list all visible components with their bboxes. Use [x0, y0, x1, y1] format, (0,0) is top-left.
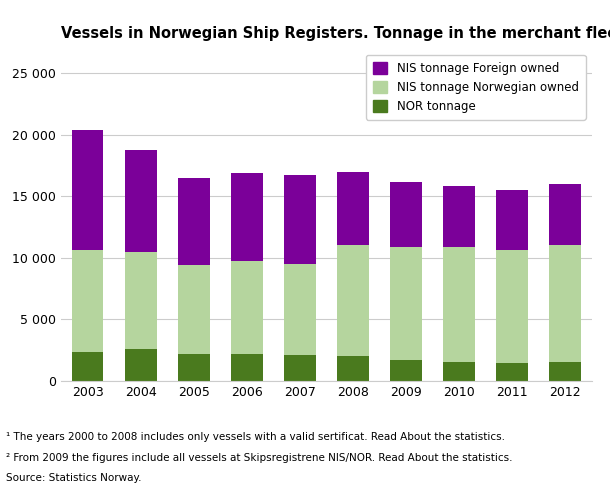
Bar — [496, 190, 528, 250]
Bar — [443, 186, 475, 246]
Legend: NIS tonnage Foreign owned, NIS tonnage Norwegian owned, NOR tonnage: NIS tonnage Foreign owned, NIS tonnage N… — [366, 55, 586, 120]
Bar — [231, 354, 263, 381]
Bar — [496, 250, 528, 364]
Bar — [496, 364, 528, 381]
Bar — [231, 173, 263, 262]
Bar — [124, 349, 157, 381]
Bar — [390, 360, 422, 381]
Bar — [390, 246, 422, 360]
Bar — [443, 362, 475, 381]
Text: Vessels in Norwegian Ship Registers. Tonnage in the merchant fleet. 2003-2012: Vessels in Norwegian Ship Registers. Ton… — [61, 26, 610, 41]
Bar — [231, 262, 263, 354]
Bar — [337, 245, 369, 356]
Bar — [124, 150, 157, 252]
Bar — [124, 252, 157, 349]
Bar — [337, 172, 369, 245]
Bar — [178, 265, 210, 354]
Bar — [443, 246, 475, 362]
Bar — [337, 356, 369, 381]
Bar — [71, 250, 104, 352]
Bar — [71, 130, 104, 250]
Bar — [390, 182, 422, 246]
Bar — [284, 355, 316, 381]
Bar — [284, 264, 316, 355]
Text: Source: Statistics Norway.: Source: Statistics Norway. — [6, 473, 142, 483]
Bar — [71, 352, 104, 381]
Bar — [178, 178, 210, 265]
Bar — [284, 175, 316, 264]
Bar — [549, 184, 581, 245]
Bar — [549, 245, 581, 362]
Bar — [549, 362, 581, 381]
Bar — [178, 354, 210, 381]
Text: ¹ The years 2000 to 2008 includes only vessels with a valid sertificat. Read Abo: ¹ The years 2000 to 2008 includes only v… — [6, 432, 505, 442]
Text: ² From 2009 the figures include all vessels at Skipsregistrene NIS/NOR. Read Abo: ² From 2009 the figures include all vess… — [6, 453, 512, 463]
